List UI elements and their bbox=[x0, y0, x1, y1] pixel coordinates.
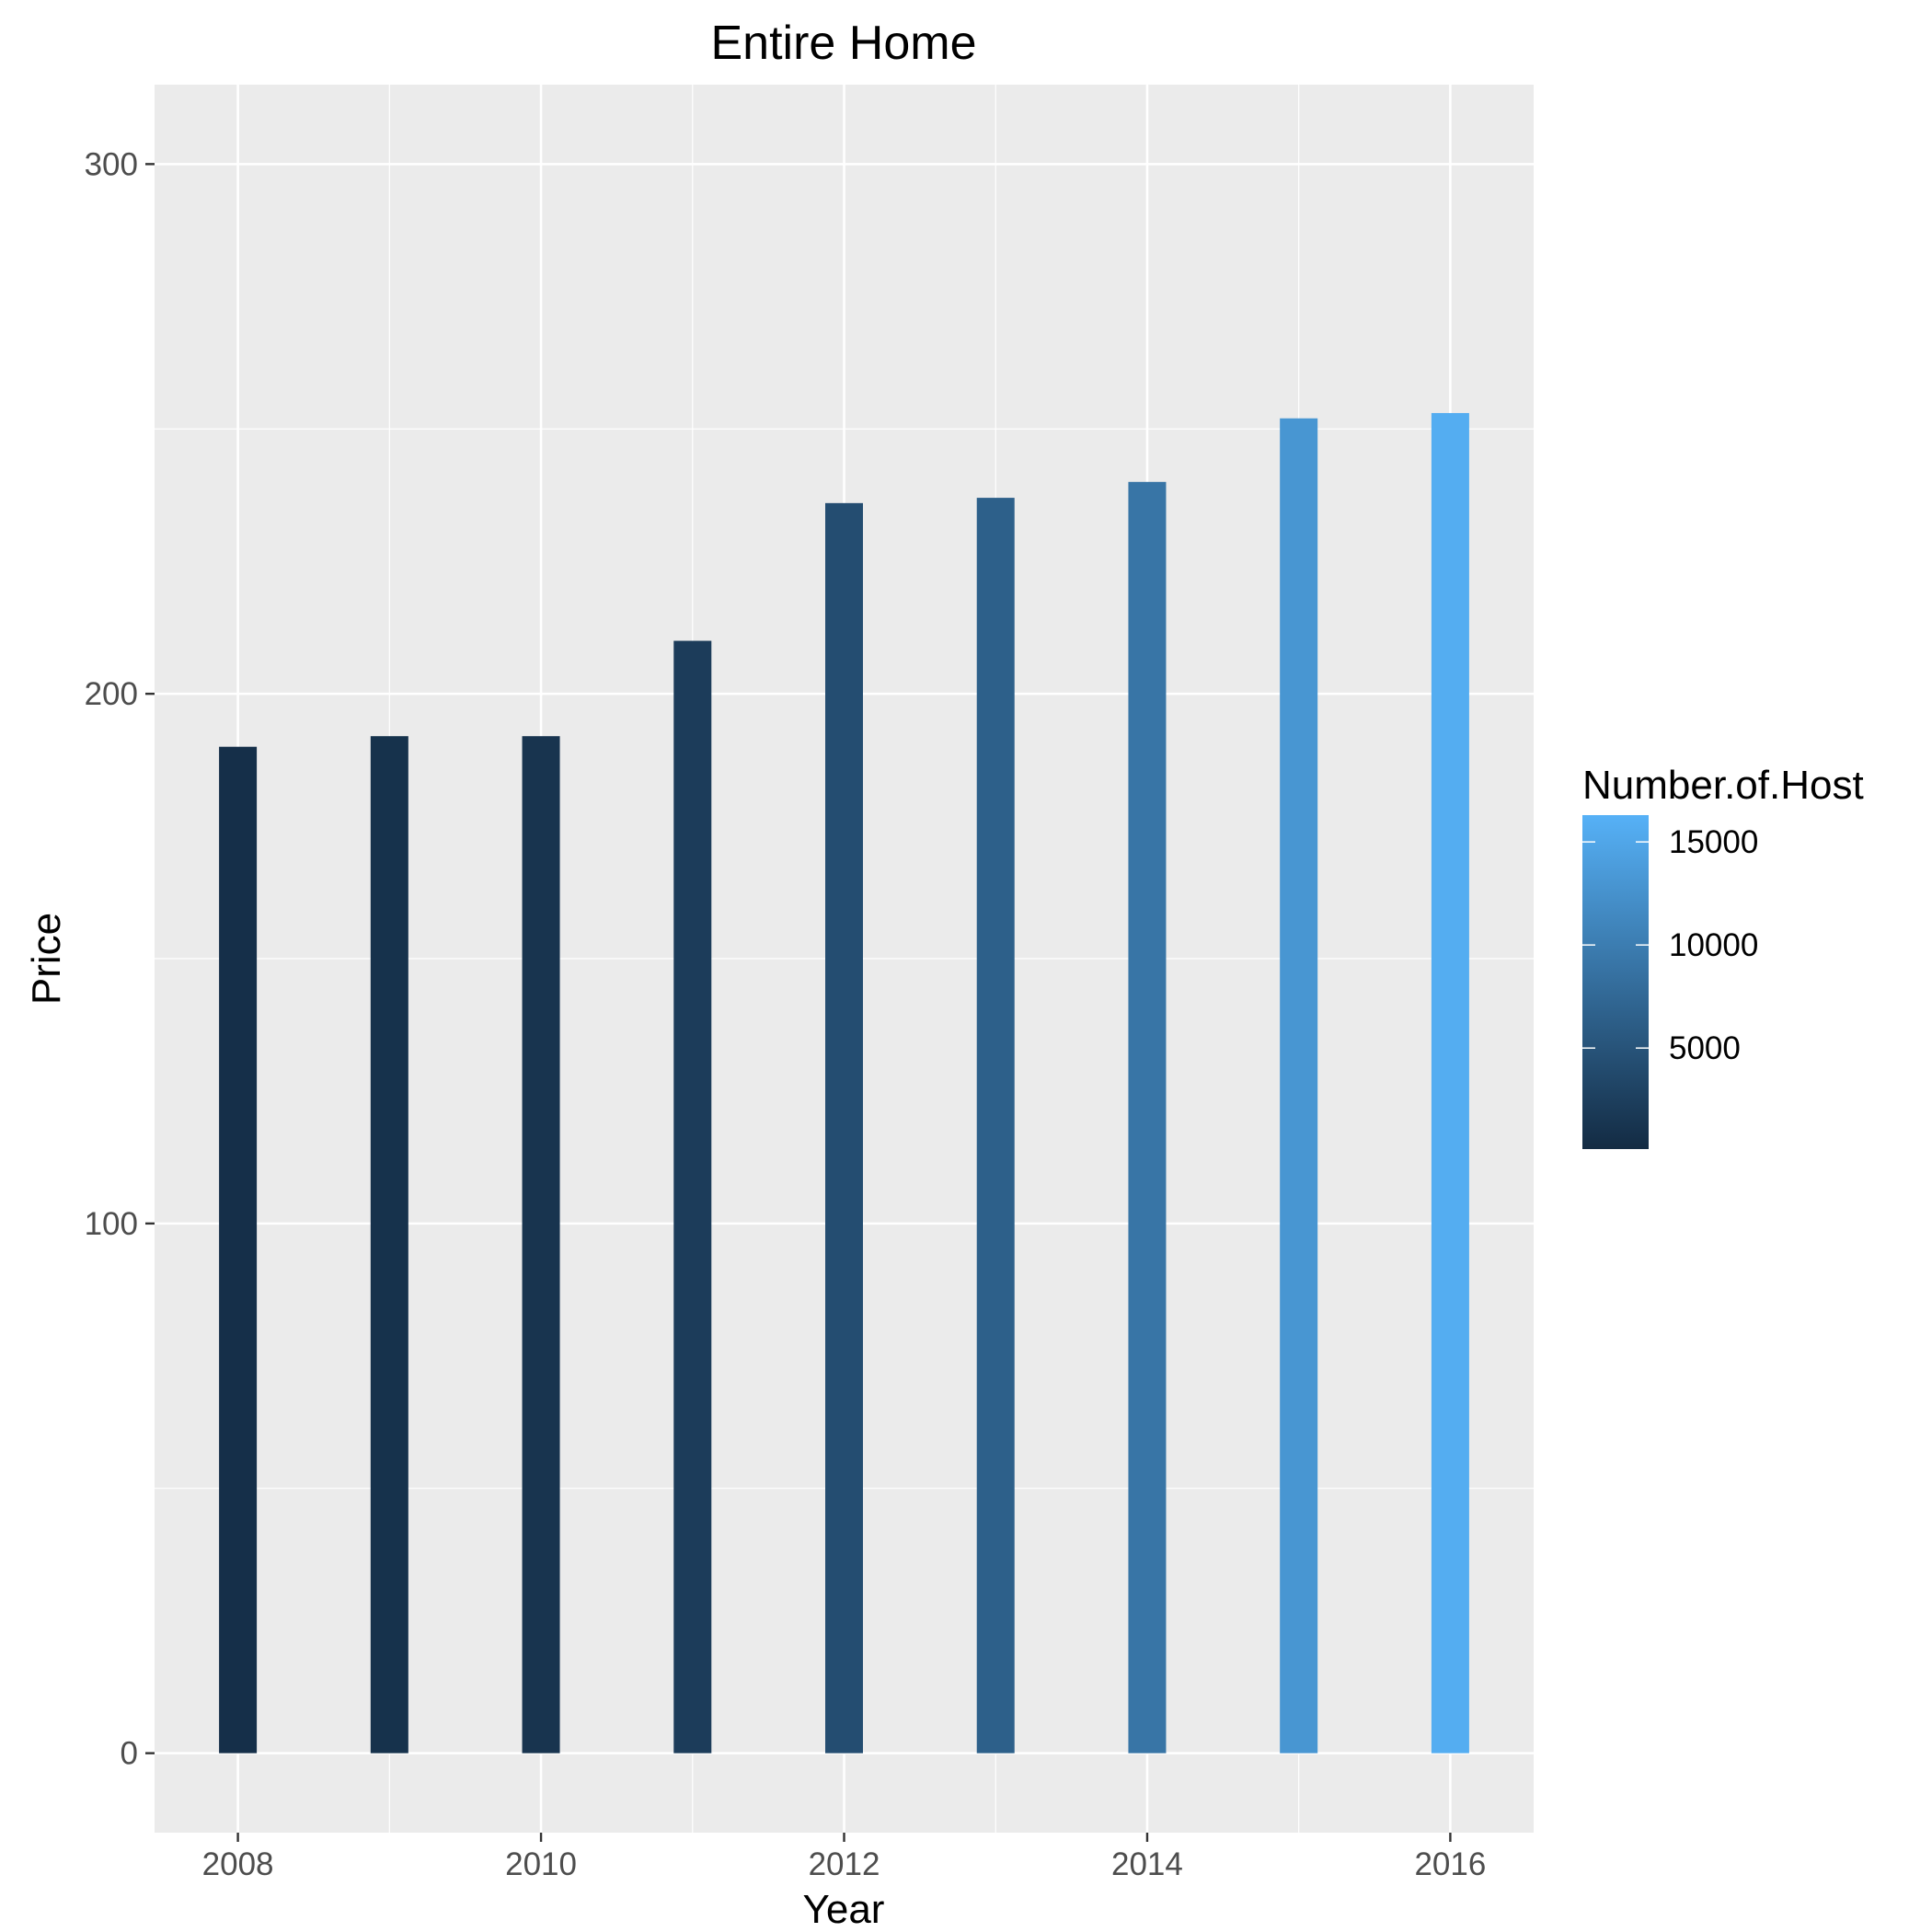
x-tick-label: 2010 bbox=[505, 1846, 577, 1882]
legend-title: Number.of.Host bbox=[1582, 763, 1864, 808]
y-tick-label: 200 bbox=[85, 676, 138, 712]
y-tick-label: 100 bbox=[85, 1206, 138, 1242]
legend-tick-label: 15000 bbox=[1669, 824, 1758, 860]
bar-2009 bbox=[370, 736, 408, 1754]
legend: Number.of.Host 5000 10000 15000 bbox=[1582, 763, 1864, 1149]
x-tick-label: 2014 bbox=[1111, 1846, 1183, 1882]
x-axis-title: Year bbox=[803, 1887, 885, 1932]
y-tick-label: 300 bbox=[85, 146, 138, 182]
bar-2014 bbox=[1128, 481, 1167, 1754]
y-axis-title: Price bbox=[24, 913, 69, 1005]
bar-2010 bbox=[522, 736, 560, 1754]
x-tick-label: 2016 bbox=[1414, 1846, 1486, 1882]
bar-2008 bbox=[219, 746, 258, 1754]
legend-tick-label: 5000 bbox=[1669, 1030, 1741, 1066]
bar-2016 bbox=[1431, 412, 1469, 1754]
y-axis: 0 100 200 300 bbox=[85, 146, 155, 1772]
legend-ticks: 5000 10000 15000 bbox=[1582, 824, 1758, 1066]
bar-2012 bbox=[825, 502, 863, 1754]
legend-tick-label: 10000 bbox=[1669, 927, 1758, 963]
bar-2013 bbox=[976, 498, 1015, 1754]
y-tick-label: 0 bbox=[121, 1736, 138, 1772]
bar-2011 bbox=[673, 640, 712, 1754]
x-tick-label: 2008 bbox=[202, 1846, 274, 1882]
chart-title: Entire Home bbox=[711, 17, 977, 70]
legend-color-bar bbox=[1582, 815, 1649, 1149]
x-tick-label: 2012 bbox=[809, 1846, 880, 1882]
x-axis: 2008 2010 2012 2014 2016 bbox=[202, 1833, 1486, 1882]
bars bbox=[219, 412, 1469, 1754]
bar-2015 bbox=[1280, 418, 1318, 1754]
